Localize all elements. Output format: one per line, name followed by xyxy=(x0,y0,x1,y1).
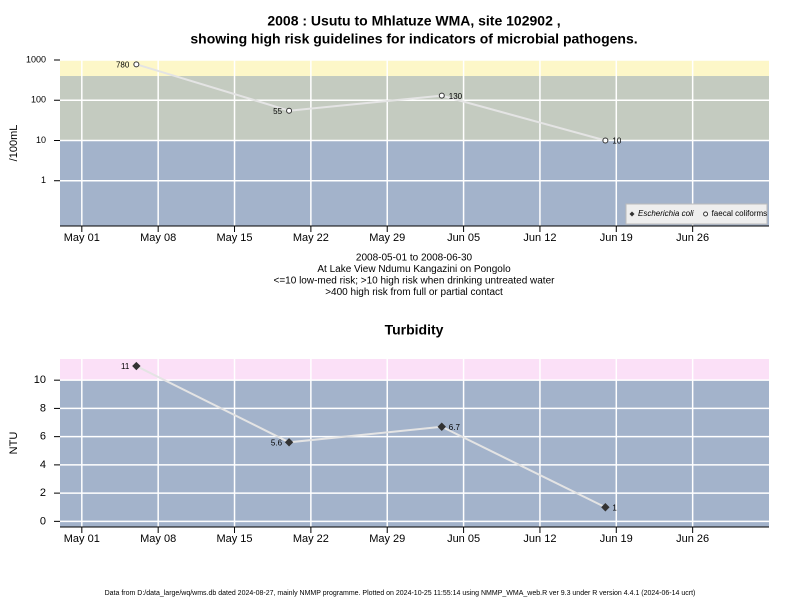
x-tick-label: May 22 xyxy=(293,533,329,545)
point xyxy=(601,503,610,512)
x-tick-label: Jun 12 xyxy=(523,533,556,545)
y-tick-label: 6 xyxy=(40,431,46,443)
x-tick-label: May 15 xyxy=(216,533,252,545)
legend-label: Escherichia coli xyxy=(638,209,694,218)
legend-marker xyxy=(629,211,635,217)
y-axis-label: /100mL xyxy=(8,125,20,162)
risk-band xyxy=(60,380,769,527)
point xyxy=(284,438,294,447)
y-tick-label: 100 xyxy=(31,95,46,105)
legend: Escherichia coli faecal coliforms xyxy=(625,203,768,225)
x-tick-label: Jun 05 xyxy=(447,533,480,545)
x-tick-label: May 22 xyxy=(293,232,329,244)
value-label: 5.6 xyxy=(271,438,283,447)
value-label: 55 xyxy=(273,107,282,116)
risk-band xyxy=(60,359,769,381)
x-tick-label: Jun 05 xyxy=(447,232,480,244)
caption: >400 high risk from full or partial cont… xyxy=(325,287,503,298)
value-label: 6.7 xyxy=(449,423,461,432)
point xyxy=(438,92,445,99)
y-tick-label: 0 xyxy=(40,515,46,527)
y-tick-label: 10 xyxy=(34,374,46,386)
risk-band xyxy=(60,60,769,77)
value-label: 10 xyxy=(612,137,621,146)
x-tick-label: Jun 19 xyxy=(600,232,633,244)
series-line xyxy=(135,365,606,509)
y-tick-label: 1000 xyxy=(26,54,46,64)
value-label: 780 xyxy=(116,60,130,69)
chart-title: showing high risk guidelines for indicat… xyxy=(190,31,637,47)
chart-title: 2008 : Usutu to Mhlatuze WMA, site 10290… xyxy=(267,13,560,29)
x-tick-label: May 15 xyxy=(216,232,252,244)
y-tick-label: 8 xyxy=(40,402,46,414)
risk-band xyxy=(60,76,769,141)
x-tick-label: Jun 26 xyxy=(676,232,709,244)
x-tick-label: May 01 xyxy=(64,232,100,244)
caption: At Lake View Ndumu Kangazini on Pongolo xyxy=(317,264,511,275)
point xyxy=(437,422,446,431)
footer: Data from D:/data_large/wq/wms.db dated … xyxy=(105,590,696,597)
y-tick-label: 1 xyxy=(41,175,46,185)
value-label: 11 xyxy=(121,362,130,371)
point xyxy=(602,137,609,144)
x-tick-label: May 01 xyxy=(64,533,100,545)
x-tick-label: May 29 xyxy=(369,232,405,244)
x-tick-label: Jun 12 xyxy=(523,232,556,244)
x-tick-label: May 29 xyxy=(369,533,405,545)
point xyxy=(132,361,141,371)
caption: <=10 low-med risk; >10 high risk when dr… xyxy=(274,276,556,287)
value-label: 1 xyxy=(612,503,617,512)
x-tick-label: Jun 26 xyxy=(676,533,709,545)
legend-box xyxy=(625,203,768,225)
caption: 2008-05-01 to 2008-06-30 xyxy=(356,253,473,264)
y-tick-label: 2 xyxy=(40,487,46,499)
value-label: 130 xyxy=(449,92,463,101)
y-tick-label: 4 xyxy=(40,459,46,471)
y-axis-label: NTU xyxy=(8,432,20,455)
legend-marker xyxy=(703,211,709,217)
legend-label: faecal coliforms xyxy=(712,209,768,218)
series-line xyxy=(136,63,606,142)
point xyxy=(133,61,140,68)
point xyxy=(286,107,293,114)
x-tick-label: Jun 19 xyxy=(600,533,633,545)
chart-title: Turbidity xyxy=(385,322,444,338)
x-tick-label: May 08 xyxy=(140,232,176,244)
x-tick-label: May 08 xyxy=(140,533,176,545)
y-tick-label: 10 xyxy=(36,135,46,145)
